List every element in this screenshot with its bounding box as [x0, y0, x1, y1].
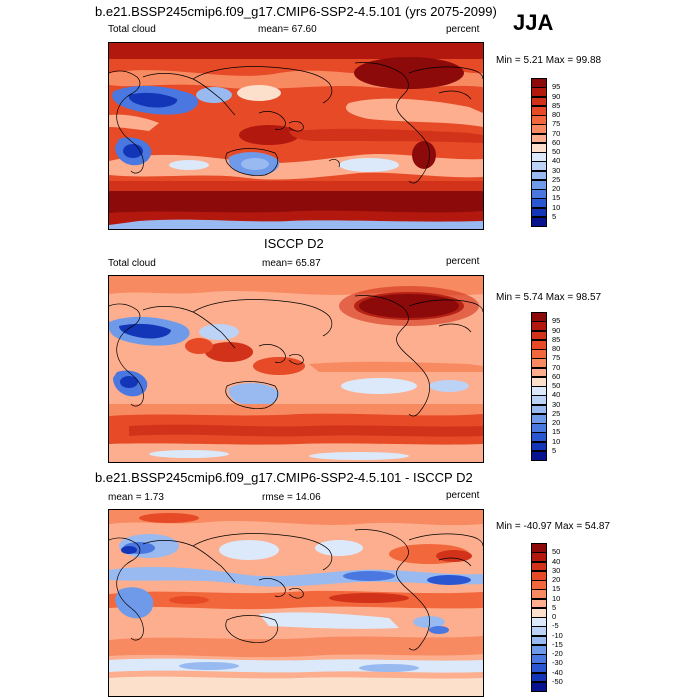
colorbar-tick-label: 40: [552, 556, 561, 566]
colorbar-tick-label: 15: [552, 427, 561, 437]
colorbar-tick-label: 80: [552, 110, 561, 119]
colorbar-tick-label: 20: [552, 184, 561, 193]
colorbar-tick-label: 15: [552, 584, 561, 594]
panel-1-mean-label: mean= 67.60: [258, 24, 317, 35]
colorbar-tick-label: 75: [552, 119, 561, 129]
season-label: JJA: [513, 10, 554, 35]
colorbar-tick-label: 5: [552, 211, 557, 221]
colorbar-tick-label: 30: [552, 565, 561, 575]
colorbar-tick-label: 15: [552, 193, 561, 203]
panel-3-colorbar: 50 40 30 20 15 10 5 0 -5 -10 -15 -20 -30 -40 -50: [531, 543, 591, 692]
panel-1-left-label: Total cloud: [108, 24, 156, 35]
panel-3-title: b.e21.BSSP245cmip6.f09_g17.CMIP6-SSP2-4.…: [95, 470, 473, 485]
colorbar-tick-label: 20: [552, 418, 561, 427]
colorbar-tick-label: 50: [552, 147, 561, 156]
colorbar-tick-label: 85: [552, 334, 561, 344]
colorbar-tick-label: 10: [552, 202, 561, 212]
colorbar-tick-label: -20: [552, 649, 563, 658]
colorbar-tick-label: 70: [552, 128, 561, 138]
colorbar-tick-label: -50: [552, 676, 563, 686]
colorbar-tick-label: 40: [552, 390, 561, 400]
colorbar-tick-label: 90: [552, 325, 561, 335]
panel-1-units-label: percent: [446, 24, 480, 35]
panel-2-minmax: Min = 5.74 Max = 98.57: [496, 292, 602, 303]
panel-1-map: [108, 42, 484, 230]
colorbar-tick-label: 50: [552, 381, 561, 390]
colorbar-tick-label: 10: [552, 593, 561, 603]
panel-3-units-label: percent: [446, 490, 480, 501]
colorbar-tick-label: 60: [552, 137, 561, 147]
colorbar-tick-label: -30: [552, 658, 563, 668]
colorbar-tick-label: 75: [552, 353, 561, 363]
colorbar-tick-label: 85: [552, 100, 561, 110]
panel-3-mean-label: mean = 1.73: [108, 492, 164, 503]
colorbar-tick-label: 95: [552, 316, 561, 326]
colorbar-tick-label: 30: [552, 165, 561, 175]
colorbar-tick-label: 70: [552, 362, 561, 372]
panel-2-title: ISCCP D2: [264, 236, 324, 251]
colorbar-tick-label: 95: [552, 82, 561, 92]
panel-3-minmax: Min = -40.97 Max = 54.87: [496, 521, 610, 532]
panel-3-rmse-label: rmse = 14.06: [262, 492, 321, 503]
colorbar-swatch: [531, 216, 547, 227]
colorbar-tick-label: 10: [552, 436, 561, 446]
colorbar-tick-label: 0: [552, 612, 557, 621]
colorbar-tick-label: 90: [552, 91, 561, 101]
colorbar-tick-label: 20: [552, 575, 561, 584]
colorbar-tick-label: 5: [552, 602, 557, 612]
colorbar-swatch: [531, 681, 547, 692]
panel-2-map: [108, 275, 484, 463]
colorbar-tick-label: 80: [552, 344, 561, 353]
panel-1-title: b.e21.BSSP245cmip6.f09_g17.CMIP6-SSP2-4.…: [95, 4, 497, 19]
colorbar-tick-label: 60: [552, 371, 561, 381]
colorbar-tick-label: 5: [552, 445, 557, 455]
panel-2-left-label: Total cloud: [108, 258, 156, 269]
colorbar-tick-label: -15: [552, 639, 563, 649]
panel-2-colorbar: 95 90 85 80 75 70 60 50 40 30 25 20 15 10 5: [531, 312, 591, 461]
colorbar-tick-label: -5: [552, 621, 559, 631]
colorbar-tick-label: 40: [552, 156, 561, 166]
colorbar-tick-label: 30: [552, 399, 561, 409]
colorbar-tick-label: 50: [552, 547, 561, 557]
panel-2-units-label: percent: [446, 256, 480, 267]
panel-1-minmax: Min = 5.21 Max = 99.88: [496, 55, 602, 66]
panel-3-map: [108, 509, 484, 697]
panel-2-mean-label: mean= 65.87: [262, 258, 321, 269]
colorbar-swatch: [531, 450, 547, 461]
colorbar-tick-label: -10: [552, 630, 563, 640]
colorbar-tick-label: 25: [552, 408, 561, 418]
panel-1-colorbar: 95 90 85 80 75 70 60 50 40 30 25 20 15 10 5: [531, 78, 591, 227]
colorbar-tick-label: 25: [552, 174, 561, 184]
colorbar-tick-label: -40: [552, 667, 563, 677]
